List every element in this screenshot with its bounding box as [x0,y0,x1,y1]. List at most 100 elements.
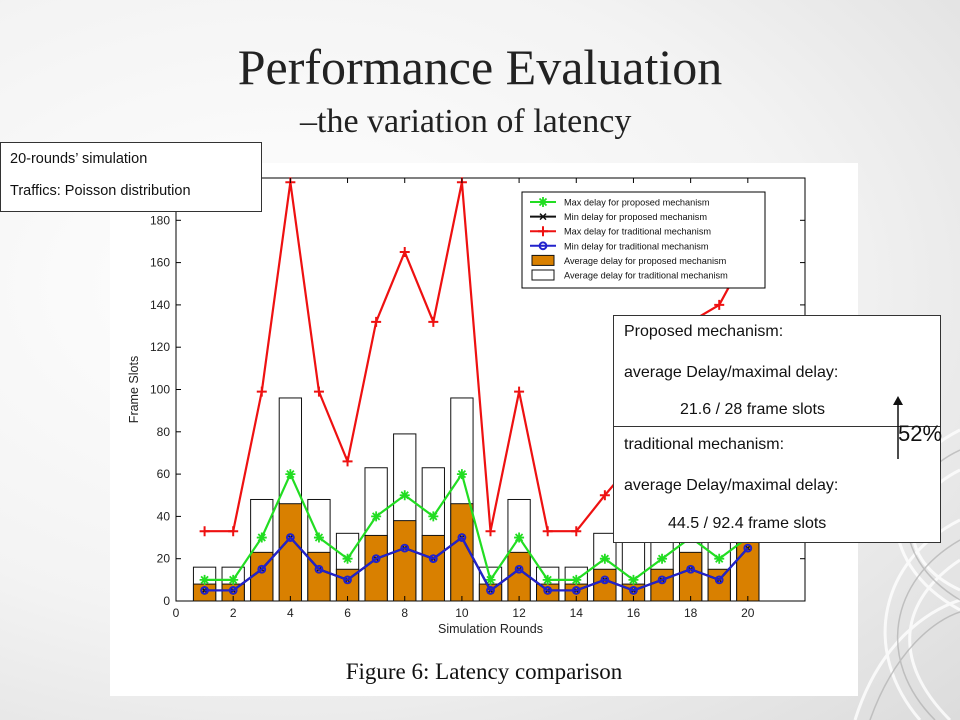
point-max-delay-for-proposed-mechanism [514,532,525,543]
x-tick-label: 0 [173,606,180,620]
point-max-delay-for-proposed-mechanism [371,511,382,522]
bar-proposed-average [278,503,303,602]
legend-bar-sample [531,254,555,266]
slide-title: Performance Evaluation [237,39,723,95]
chart-legend [521,191,766,289]
point-min-delay-for-traditional-mechanism [228,586,238,595]
bar-proposed-average [678,551,703,602]
legend-bar-sample [531,269,555,281]
point-max-delay-for-proposed-mechanism [571,574,582,585]
point-min-delay-for-traditional-mechanism [714,575,724,585]
y-tick-label: 160 [150,256,170,270]
point-max-delay-for-proposed-mechanism [256,532,267,543]
bar-proposed-average [650,568,674,602]
point-max-delay-for-traditional-mechanism [371,316,382,327]
y-tick-label: 120 [150,340,170,354]
point-min-delay-for-traditional-mechanism [257,564,267,574]
bar-proposed-average [707,568,731,602]
simulation-note-line: 20-rounds’ simulation [10,151,148,167]
point-max-delay-for-traditional-mechanism [399,247,410,258]
point-min-delay-for-traditional-mechanism [743,543,753,553]
point-max-delay-for-proposed-mechanism [285,469,296,480]
simulation-note-line: Traffics: Poisson distribution [10,183,191,199]
point-min-delay-for-traditional-mechanism [600,575,610,585]
point-max-delay-for-proposed-mechanism [657,553,668,564]
point-min-delay-for-traditional-mechanism [200,586,209,595]
x-tick-label: 18 [684,606,698,620]
y-tick-label: 80 [157,425,171,439]
legend-marker [538,226,548,237]
x-tick-label: 2 [230,606,237,620]
point-min-delay-for-traditional-mechanism [514,564,524,574]
y-tick-label: 100 [150,383,170,397]
proposed-note-value: 21.6 / 28 frame slots [680,401,825,418]
bar-proposed-average [507,551,531,602]
slide-subtitle: –the variation of latency [300,103,632,140]
legend-entry-label: Max delay for proposed mechanism [564,198,710,208]
legend-entry-label: Average delay for traditional mechanism [564,271,728,281]
point-min-delay-for-traditional-mechanism [285,533,295,542]
figure-caption: Figure 6: Latency comparison [345,659,623,684]
traditional-note-label: average Delay/maximal delay: [624,477,839,494]
point-max-delay-for-proposed-mechanism [542,574,553,585]
point-max-delay-for-proposed-mechanism [714,553,725,564]
simulation-note: 20-rounds’ simulation Traffics: Poisson … [0,142,262,212]
x-tick-label: 10 [455,606,469,620]
y-tick-label: 140 [150,298,170,312]
bar-proposed-average [421,534,445,602]
y-tick-label: 40 [157,509,171,523]
point-max-delay-for-traditional-mechanism [542,526,553,537]
x-tick-label: 14 [570,606,584,620]
point-max-delay-for-proposed-mechanism [199,574,210,585]
traditional-note-value: 44.5 / 92.4 frame slots [668,515,827,532]
point-min-delay-for-traditional-mechanism [629,586,638,595]
point-min-delay-for-traditional-mechanism [486,586,495,595]
point-min-delay-for-traditional-mechanism [371,554,381,564]
series-line-max-delay-for-proposed-mechanism [204,471,749,583]
y-tick-label: 180 [150,213,170,227]
bar-proposed-average [593,568,617,602]
point-max-delay-for-traditional-mechanism [571,526,582,537]
point-min-delay-for-traditional-mechanism [657,575,667,585]
point-max-delay-for-traditional-mechanism [199,526,210,537]
y-axis-label: Frame Slots [127,356,141,423]
point-max-delay-for-proposed-mechanism [456,469,467,480]
point-min-delay-for-traditional-mechanism [400,543,410,553]
point-max-delay-for-traditional-mechanism [256,386,267,397]
point-max-delay-for-proposed-mechanism [228,574,239,585]
point-max-delay-for-traditional-mechanism [714,299,725,310]
point-min-delay-for-traditional-mechanism [457,533,467,542]
traditional-mechanism-note: traditional mechanism: average Delay/max… [613,426,941,543]
x-tick-label: 6 [344,606,351,620]
proposed-mechanism-note: Proposed mechanism: average Delay/maxima… [613,315,941,427]
x-tick-label: 12 [512,606,526,620]
y-tick-label: 0 [163,594,170,608]
legend-marker [538,197,548,207]
legend-entry-label: Average delay for proposed mechanism [564,256,727,266]
proposed-note-label: average Delay/maximal delay: [624,364,839,381]
point-max-delay-for-traditional-mechanism [599,490,610,501]
point-max-delay-for-traditional-mechanism [485,526,496,537]
point-max-delay-for-proposed-mechanism [313,532,324,543]
series-line-min-delay-for-traditional-mechanism [204,535,749,593]
bar-proposed-average [364,534,388,602]
point-max-delay-for-proposed-mechanism [628,574,639,585]
point-min-delay-for-traditional-mechanism [428,554,438,564]
x-tick-label: 4 [287,606,294,620]
bar-proposed-average [393,520,417,602]
point-max-delay-for-traditional-mechanism [342,456,353,467]
point-min-delay-for-traditional-mechanism [543,586,553,595]
traditional-note-heading: traditional mechanism: [624,436,785,453]
point-max-delay-for-traditional-mechanism [428,316,439,327]
point-max-delay-for-proposed-mechanism [342,553,353,564]
point-max-delay-for-traditional-mechanism [228,526,239,537]
improvement-percentage: 52% [898,421,943,446]
legend-marker [538,241,548,251]
x-tick-label: 8 [401,606,408,620]
improvement-arrow-icon [893,396,903,459]
point-min-delay-for-traditional-mechanism [686,564,696,574]
point-max-delay-for-proposed-mechanism [485,574,496,585]
legend-entry-label: Min delay for traditional mechanism [564,241,709,251]
x-axis-label: Simulation Rounds [438,622,543,636]
point-max-delay-for-proposed-mechanism [399,490,410,501]
